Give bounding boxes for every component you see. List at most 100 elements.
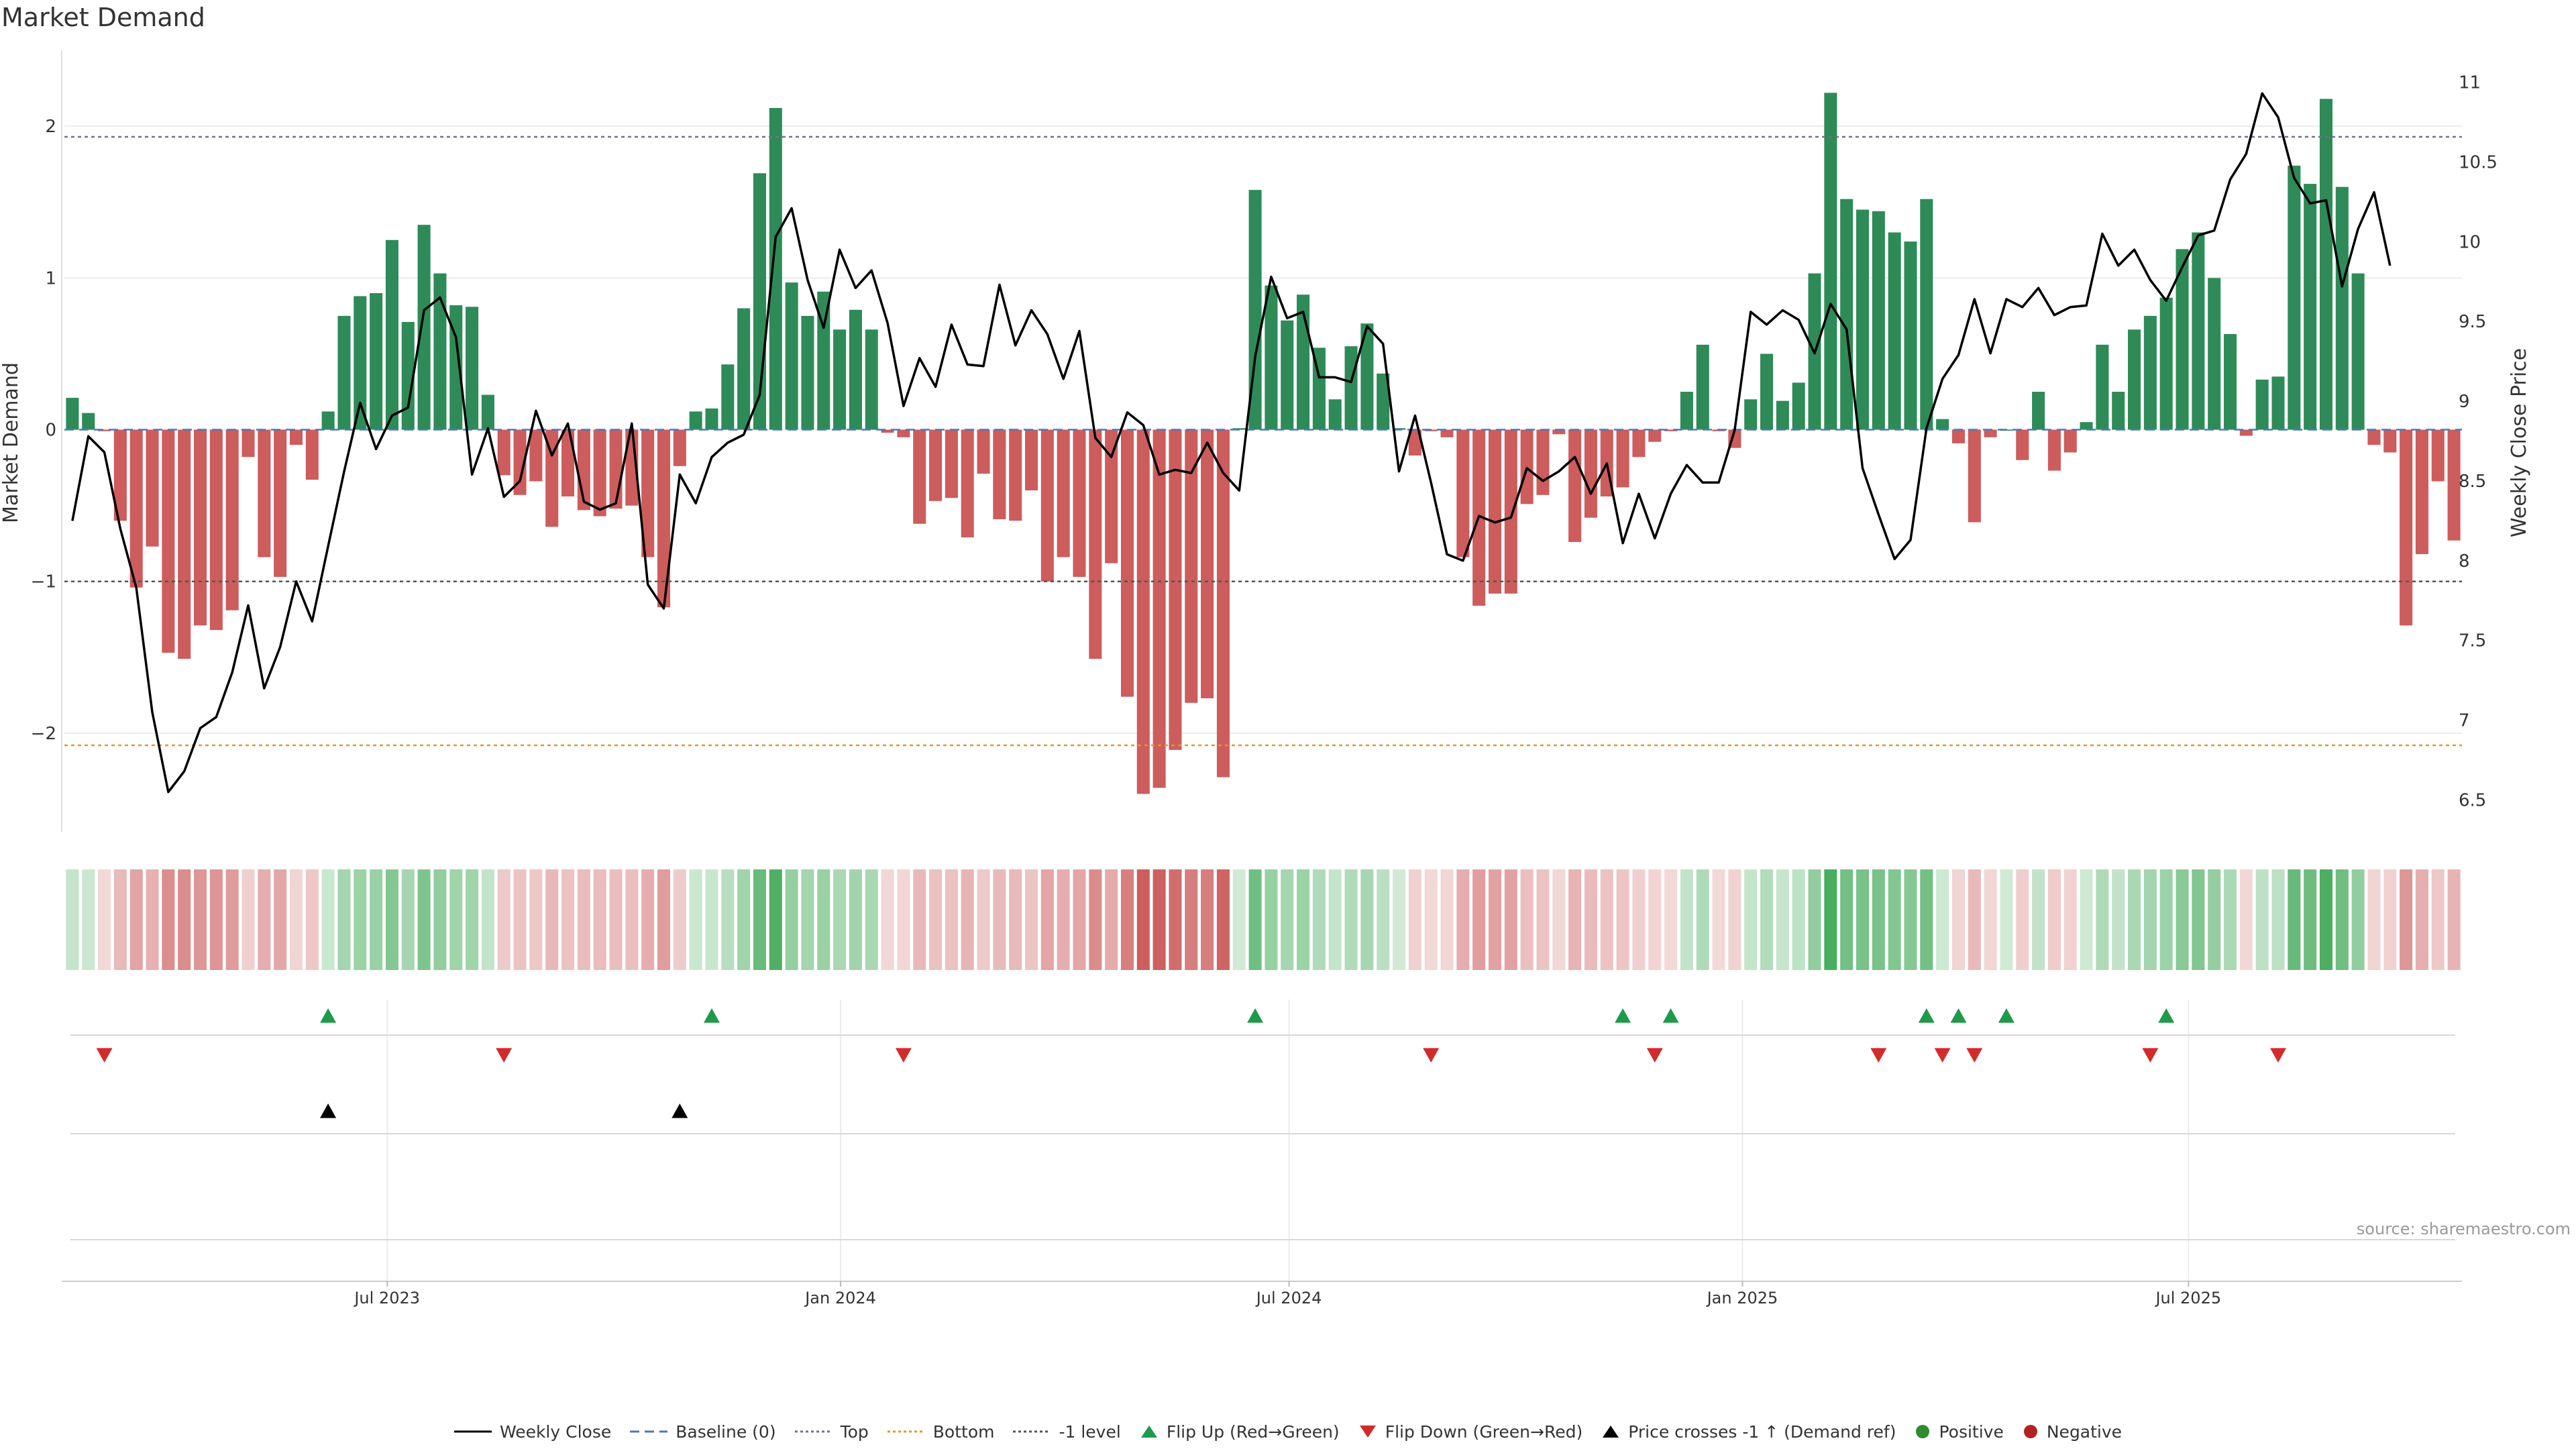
demand-bar [82, 413, 95, 430]
heatmap-cell [1073, 869, 1086, 970]
heatmap-cell [1216, 869, 1230, 970]
heatmap-cell [2032, 869, 2045, 970]
demand-bar [1201, 429, 1214, 698]
demand-bar [1648, 429, 1662, 442]
heatmap-cell [1568, 869, 1582, 970]
flip-down-marker [1966, 1048, 1983, 1063]
demand-bar [1632, 429, 1646, 458]
legend-label: Negative [2046, 1421, 2123, 1442]
left-tick-label: −1 [31, 572, 56, 592]
heatmap-cell [1136, 869, 1150, 970]
flip-up-marker [1247, 1008, 1264, 1023]
heatmap-cell [657, 869, 671, 970]
heatmap-cell [2447, 869, 2461, 970]
demand-bar [673, 429, 686, 466]
left-tick-label: −2 [31, 724, 56, 744]
heatmap-cell [1951, 869, 1965, 970]
heatmap-cell [241, 869, 255, 970]
left-tick-label: 2 [45, 117, 56, 137]
heatmap-cell [1936, 869, 1949, 970]
demand-bar [865, 329, 878, 430]
demand-bar [1951, 429, 1965, 443]
chart-title: Market Demand [1, 3, 205, 32]
heatmap-cell [545, 869, 559, 970]
demand-bar [1504, 429, 1517, 594]
heatmap-cell [929, 869, 943, 970]
demand-bar [466, 307, 479, 430]
heatmap-cell [1792, 869, 1805, 970]
heatmap-cell [753, 869, 766, 970]
heatmap-cell [1600, 869, 1613, 970]
heatmap-cell [1904, 869, 1917, 970]
flip-up-marker [1998, 1008, 2015, 1023]
heatmap-cell [1392, 869, 1406, 970]
flip-up-marker [1918, 1008, 1935, 1023]
heatmap-cell [129, 869, 143, 970]
heatmap-cell [561, 869, 575, 970]
demand-bar [721, 364, 735, 430]
legend-label: Bottom [932, 1421, 995, 1442]
heatmap-cell [961, 869, 974, 970]
heatmap-cell [2128, 869, 2141, 970]
demand-bar [241, 429, 255, 458]
demand-bar [993, 429, 1006, 519]
heatmap-cell [593, 869, 606, 970]
triangle-down-icon [1359, 1426, 1376, 1438]
demand-bar [401, 321, 415, 430]
heatmap-cell [1328, 869, 1342, 970]
heatmap-cell [1504, 869, 1517, 970]
heatmap-cell [2288, 869, 2301, 970]
legend-item-negative: Negative [2023, 1422, 2122, 1442]
demand-bar [162, 429, 175, 653]
reference-levels [64, 136, 2462, 747]
heatmap-cell [2271, 869, 2285, 970]
demand-bar [1488, 429, 1502, 594]
heatmap-cell [2351, 869, 2365, 970]
heatmap-cell [1408, 869, 1421, 970]
circle-icon [1916, 1425, 1930, 1438]
heatmap-cell [1552, 869, 1566, 970]
heatmap-cell [1185, 869, 1198, 970]
heatmap-cell [1920, 869, 1933, 970]
demand-bar [1216, 429, 1230, 777]
demand-bar [497, 429, 511, 476]
heatmap-cell [2367, 869, 2381, 970]
legend-item-baseline: Baseline (0) [630, 1422, 776, 1442]
demand-bar [833, 329, 847, 430]
dotted-line-legend-icon [1013, 1430, 1051, 1433]
heatmap-cell [354, 869, 367, 970]
dotted-line-legend-icon [887, 1430, 925, 1433]
heatmap-cell [385, 869, 398, 970]
triangle-up-icon [1603, 1426, 1619, 1438]
demand-bar [2319, 99, 2333, 430]
dashed-line-legend-icon [630, 1430, 668, 1433]
legend-item-weekly-close: Weekly Close [453, 1422, 611, 1442]
heatmap-cell [1888, 869, 1901, 970]
demand-bar [1265, 285, 1278, 430]
demand-bar [1984, 429, 1997, 437]
demand-bar [2383, 429, 2397, 453]
demand-bar [801, 315, 814, 430]
demand-bar [1152, 429, 1166, 788]
heatmap-cell [625, 869, 639, 970]
demand-bar [785, 282, 798, 430]
heatmap-cell [401, 869, 415, 970]
right-tick-label: 7 [2459, 711, 2470, 731]
demand-bar [274, 429, 287, 577]
heatmap-cell [1232, 869, 1246, 970]
heatmap-cell [513, 869, 527, 970]
demand-bar [2335, 186, 2349, 430]
heatmap-cell [433, 869, 447, 970]
demand-bar [2288, 165, 2301, 430]
heatmap-cell [2415, 869, 2428, 970]
demand-bar [481, 394, 494, 430]
weekly-close-line [71, 92, 2392, 794]
demand-bar [593, 429, 606, 517]
heatmap-cell [1456, 869, 1470, 970]
heatmap-cell [1680, 869, 1693, 970]
heatmap-cell [977, 869, 990, 970]
x-tick-label: Jul 2025 [2154, 1289, 2221, 1307]
demand-bar [2239, 429, 2253, 436]
heatmap-cell [66, 869, 79, 970]
demand-bar [1169, 429, 1182, 750]
